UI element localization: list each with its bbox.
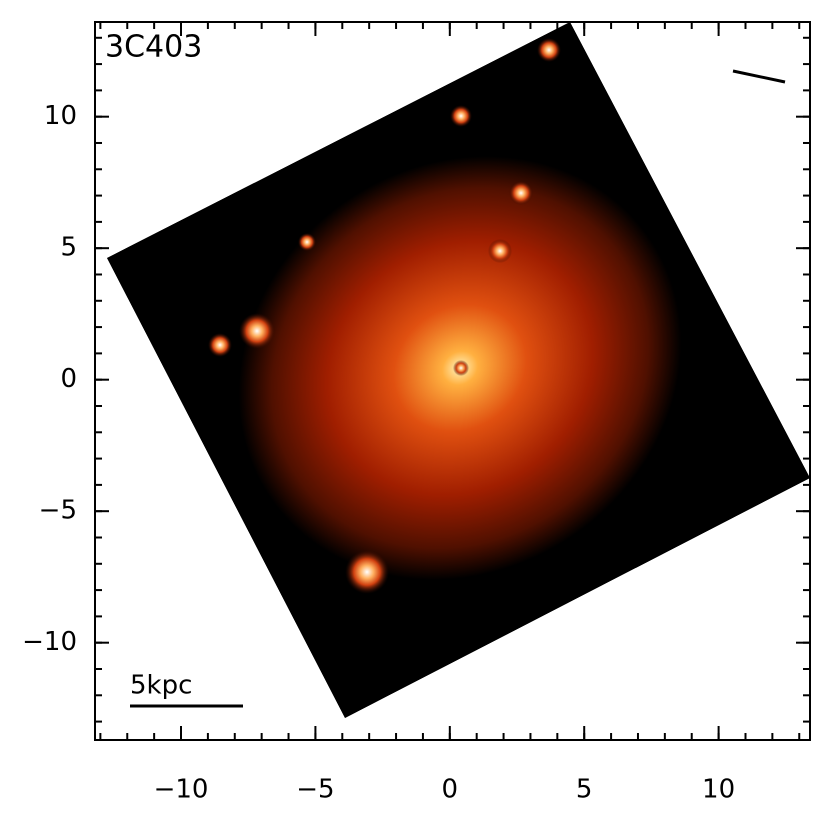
y-tick-label: 10 [44,101,77,131]
y-tick-label: −10 [22,627,77,657]
sources [208,38,561,594]
y-tick-label: 0 [60,364,77,394]
orientation-bar [732,69,786,84]
image [107,22,810,718]
x-tick-label: −10 [154,775,209,805]
plot-frame [94,21,811,741]
scale-label: 5kpc [130,671,192,701]
x-tick-label: 0 [442,775,459,805]
chart-title: 3C403 [105,30,202,65]
x-tick-label: 5 [576,775,593,805]
x-tick-label: 10 [702,775,735,805]
x-tick-label: −5 [296,775,334,805]
y-tick-label: 5 [60,233,77,263]
y-tick-label: −5 [39,496,77,526]
